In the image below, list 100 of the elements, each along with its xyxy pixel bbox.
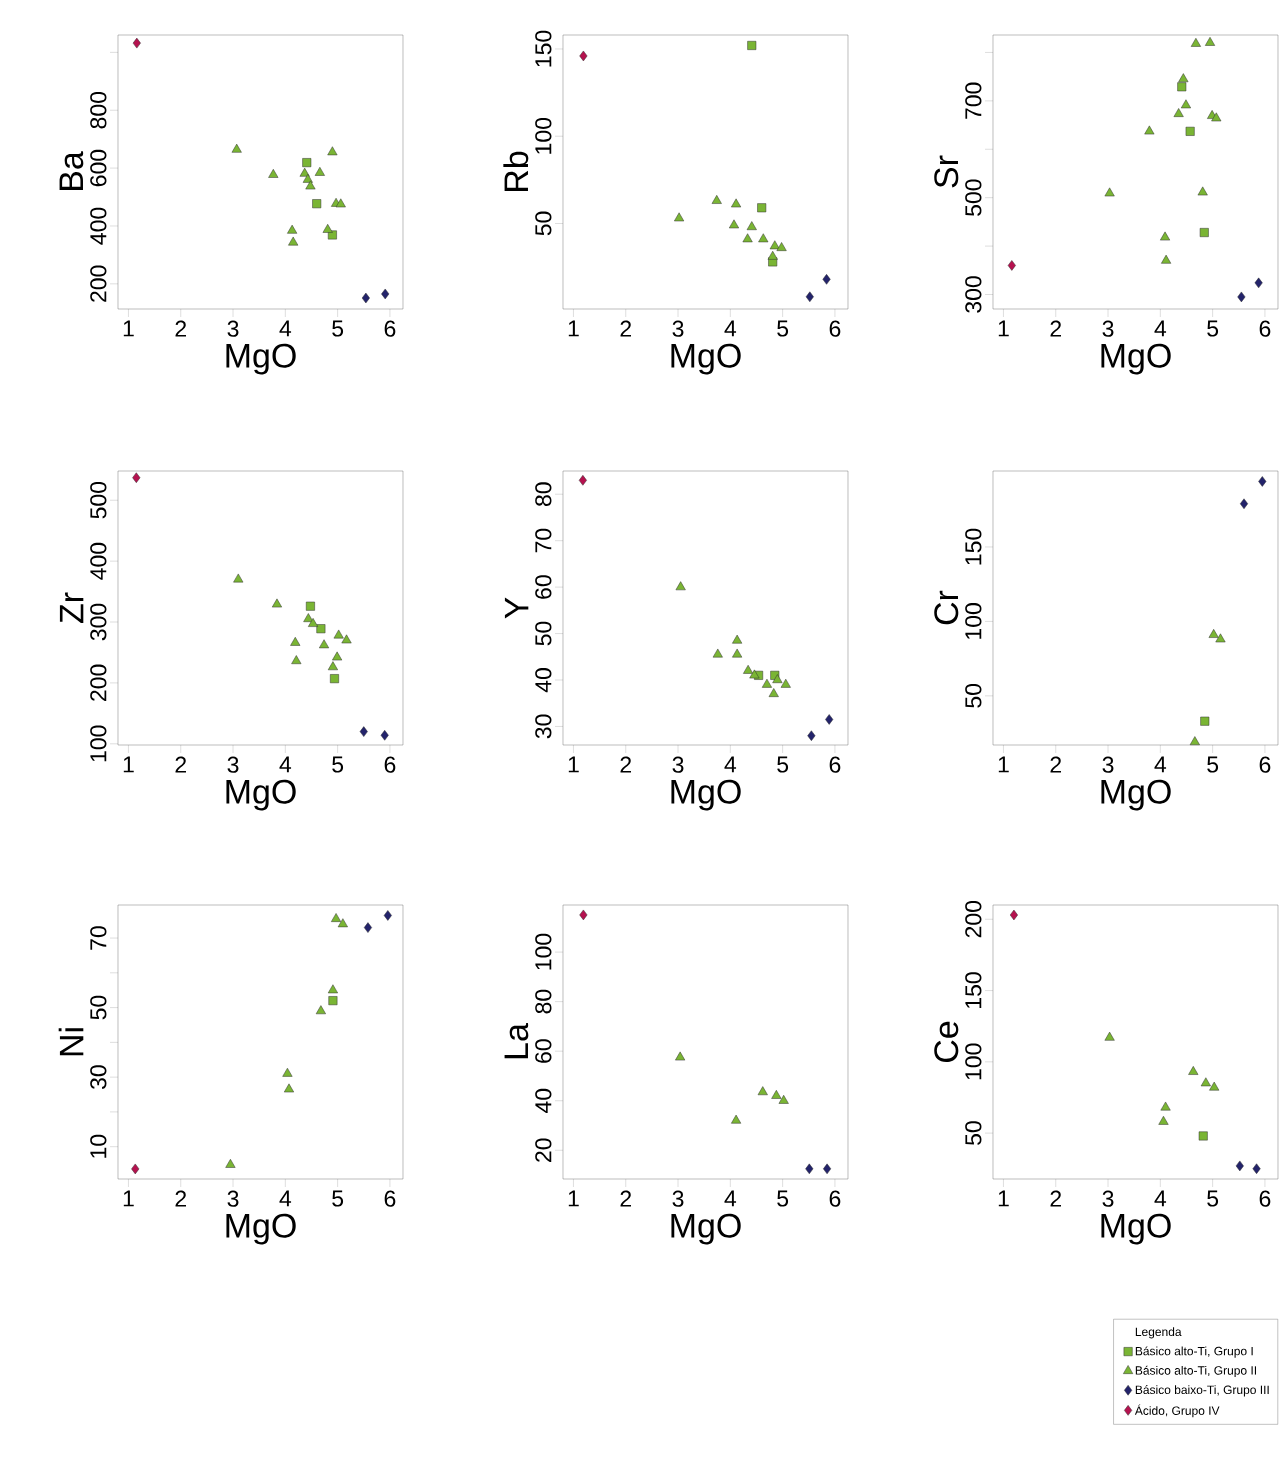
point [283, 1083, 295, 1093]
point [579, 909, 588, 921]
point [1215, 633, 1226, 643]
legend-label: Básico alto-Ti, Grupo II [1135, 1365, 1256, 1378]
point [282, 1067, 293, 1077]
point [312, 199, 322, 209]
point [1252, 1163, 1261, 1174]
point [1198, 1131, 1208, 1141]
y-tick-label: 50 [535, 621, 552, 646]
point [1208, 629, 1219, 638]
point [302, 158, 312, 168]
point [578, 475, 587, 486]
x-tick-label: 3 [672, 756, 684, 773]
x-tick-label: 4 [1154, 320, 1167, 337]
point [290, 636, 301, 646]
point [1104, 187, 1115, 197]
point [1161, 254, 1172, 264]
y-tick-label: 400 [90, 542, 107, 580]
y-axis-title: Rb [503, 151, 529, 191]
y-axis-title: Zr [59, 592, 84, 623]
y-tick-label: 50 [90, 995, 107, 1020]
x-tick-label: 4 [279, 320, 292, 337]
point [742, 233, 753, 243]
x-tick-label: 6 [384, 756, 396, 773]
y-tick-label: 700 [965, 82, 982, 119]
x-tick-label: 3 [227, 756, 239, 773]
y-tick-label: 80 [535, 989, 552, 1014]
x-tick-label: 4 [1154, 756, 1167, 773]
point [805, 1163, 814, 1175]
point [1199, 228, 1209, 237]
y-tick-label: 70 [90, 926, 107, 950]
point [767, 250, 778, 260]
point [316, 624, 326, 634]
point [675, 1051, 686, 1061]
x-tick-label: 6 [829, 756, 841, 773]
y-tick-label: 50 [965, 683, 982, 708]
x-tick-label: 5 [777, 320, 789, 337]
x-tick-label: 3 [227, 320, 239, 337]
legend-label: Básico alto-Ti, Grupo I [1135, 1346, 1253, 1358]
point [675, 581, 686, 591]
y-tick-label: 300 [965, 276, 982, 313]
point [822, 274, 831, 285]
y-axis-title: Ce [934, 1021, 959, 1063]
point [1173, 108, 1184, 117]
point [308, 618, 319, 627]
y-tick-label: 80 [535, 482, 552, 507]
y-tick-label: 50 [965, 1121, 982, 1145]
x-tick-label: 6 [384, 320, 396, 337]
y-axis-title: Ba [59, 151, 84, 191]
point [747, 41, 757, 50]
point [327, 984, 338, 994]
y-tick-label: 50 [535, 211, 552, 236]
point [1235, 1160, 1244, 1172]
y-tick-label: 150 [965, 972, 982, 1008]
point [233, 573, 244, 583]
x-tick-label: 3 [672, 1190, 684, 1207]
point [728, 219, 740, 229]
point [1144, 125, 1155, 135]
point [132, 472, 141, 483]
x-tick-label: 1 [123, 756, 134, 773]
point [1200, 716, 1210, 726]
x-axis-title: MgO [671, 779, 741, 811]
x-tick-label: 2 [620, 320, 631, 337]
legend-label: Básico baixo-Ti, Grupo III [1135, 1385, 1269, 1397]
x-tick-label: 1 [568, 756, 579, 773]
point [1185, 126, 1195, 136]
x-tick-label: 5 [1207, 320, 1219, 337]
point [771, 1090, 782, 1099]
x-tick-label: 1 [568, 1190, 579, 1207]
x-tick-label: 4 [724, 756, 737, 773]
point [268, 169, 279, 178]
point [757, 1086, 768, 1096]
y-tick-label: 60 [535, 575, 552, 599]
point [731, 198, 742, 208]
point [1200, 1077, 1211, 1087]
x-tick-label: 2 [1050, 1190, 1061, 1207]
point [1237, 291, 1246, 303]
point [287, 224, 298, 234]
point [772, 674, 783, 683]
point [1160, 1101, 1171, 1111]
point [381, 288, 390, 300]
point [1158, 1115, 1169, 1125]
point [1190, 37, 1201, 47]
x-tick-label: 1 [123, 320, 134, 337]
y-tick-label: 200 [965, 900, 982, 938]
point [758, 233, 769, 243]
y-tick-label: 400 [90, 207, 107, 245]
point [335, 198, 346, 208]
x-tick-label: 5 [777, 1190, 789, 1207]
point [825, 714, 834, 725]
point [333, 629, 344, 639]
y-tick-label: 30 [535, 714, 552, 739]
x-axis-title: MgO [671, 343, 741, 375]
x-tick-label: 1 [568, 320, 579, 337]
point [1177, 82, 1187, 92]
point [1254, 277, 1263, 289]
legend-title: Legenda [1135, 1327, 1182, 1339]
y-tick-label: 150 [535, 30, 552, 67]
point [761, 678, 772, 688]
point [712, 648, 723, 658]
